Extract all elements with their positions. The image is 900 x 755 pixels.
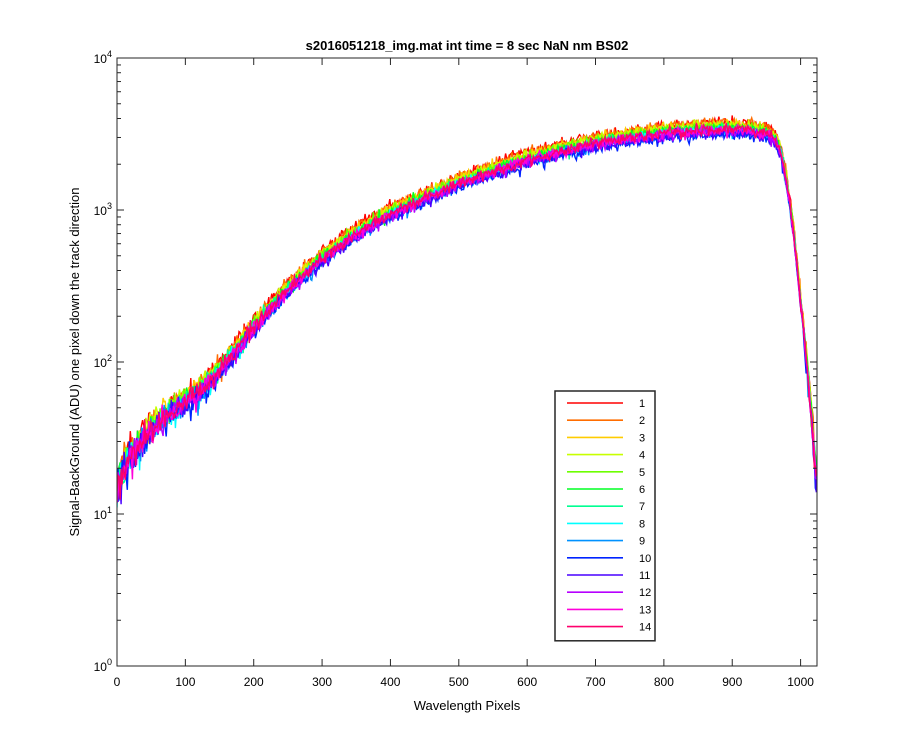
legend-label: 4 <box>639 450 645 462</box>
legend-label: 2 <box>639 415 645 427</box>
legend-label: 14 <box>639 622 651 634</box>
legend-label: 8 <box>639 518 645 530</box>
y-tick-base: 10 <box>94 204 108 218</box>
x-tick-label: 200 <box>244 675 264 689</box>
y-tick-exp: 3 <box>107 201 112 211</box>
legend-label: 11 <box>639 570 650 582</box>
x-tick-label: 1000 <box>787 675 814 689</box>
x-tick-label: 300 <box>312 675 332 689</box>
legend-box <box>554 390 656 642</box>
y-tick-base: 10 <box>94 508 108 522</box>
legend-label: 12 <box>639 587 651 599</box>
y-tick-exp: 4 <box>107 49 112 59</box>
legend-label: 9 <box>639 536 645 548</box>
legend-label: 10 <box>639 553 651 565</box>
chart-title: s2016051218_img.mat int time = 8 sec NaN… <box>306 38 629 53</box>
x-tick-label: 0 <box>114 675 121 689</box>
x-tick-label: 700 <box>586 675 606 689</box>
y-tick-label: 104 <box>94 49 112 66</box>
y-tick-base: 10 <box>94 52 108 66</box>
legend-label: 7 <box>639 501 645 513</box>
y-tick-label: 100 <box>94 657 112 674</box>
legend-label: 3 <box>639 432 645 444</box>
legend-label: 1 <box>639 398 645 410</box>
legend-label: 13 <box>639 604 651 616</box>
legend-label: 5 <box>639 467 645 479</box>
x-tick-label: 400 <box>380 675 400 689</box>
y-tick-exp: 1 <box>107 505 112 515</box>
y-tick-label: 103 <box>94 201 112 218</box>
y-tick-base: 10 <box>94 660 108 674</box>
x-tick-label: 800 <box>654 675 674 689</box>
series-layer <box>117 115 817 508</box>
y-axis-label: Signal-BackGround (ADU) one pixel down t… <box>67 187 82 536</box>
x-axis-label: Wavelength Pixels <box>414 698 521 713</box>
series-line-3 <box>117 117 817 495</box>
y-tick-exp: 0 <box>107 657 112 667</box>
y-tick-label: 101 <box>94 505 112 522</box>
y-tick-label: 102 <box>94 353 112 370</box>
axes-layer: 0 100 200 300 400 500 600 700 800 900 100010010110… <box>94 49 818 689</box>
legend-label: 6 <box>639 484 645 496</box>
y-tick-exp: 2 <box>107 353 112 363</box>
x-tick-label: 900 <box>722 675 742 689</box>
y-tick-base: 10 <box>94 356 108 370</box>
x-tick-label: 100 <box>175 675 195 689</box>
x-tick-label: 500 <box>449 675 469 689</box>
series-line-14 <box>117 122 817 500</box>
x-tick-label: 600 <box>517 675 537 689</box>
